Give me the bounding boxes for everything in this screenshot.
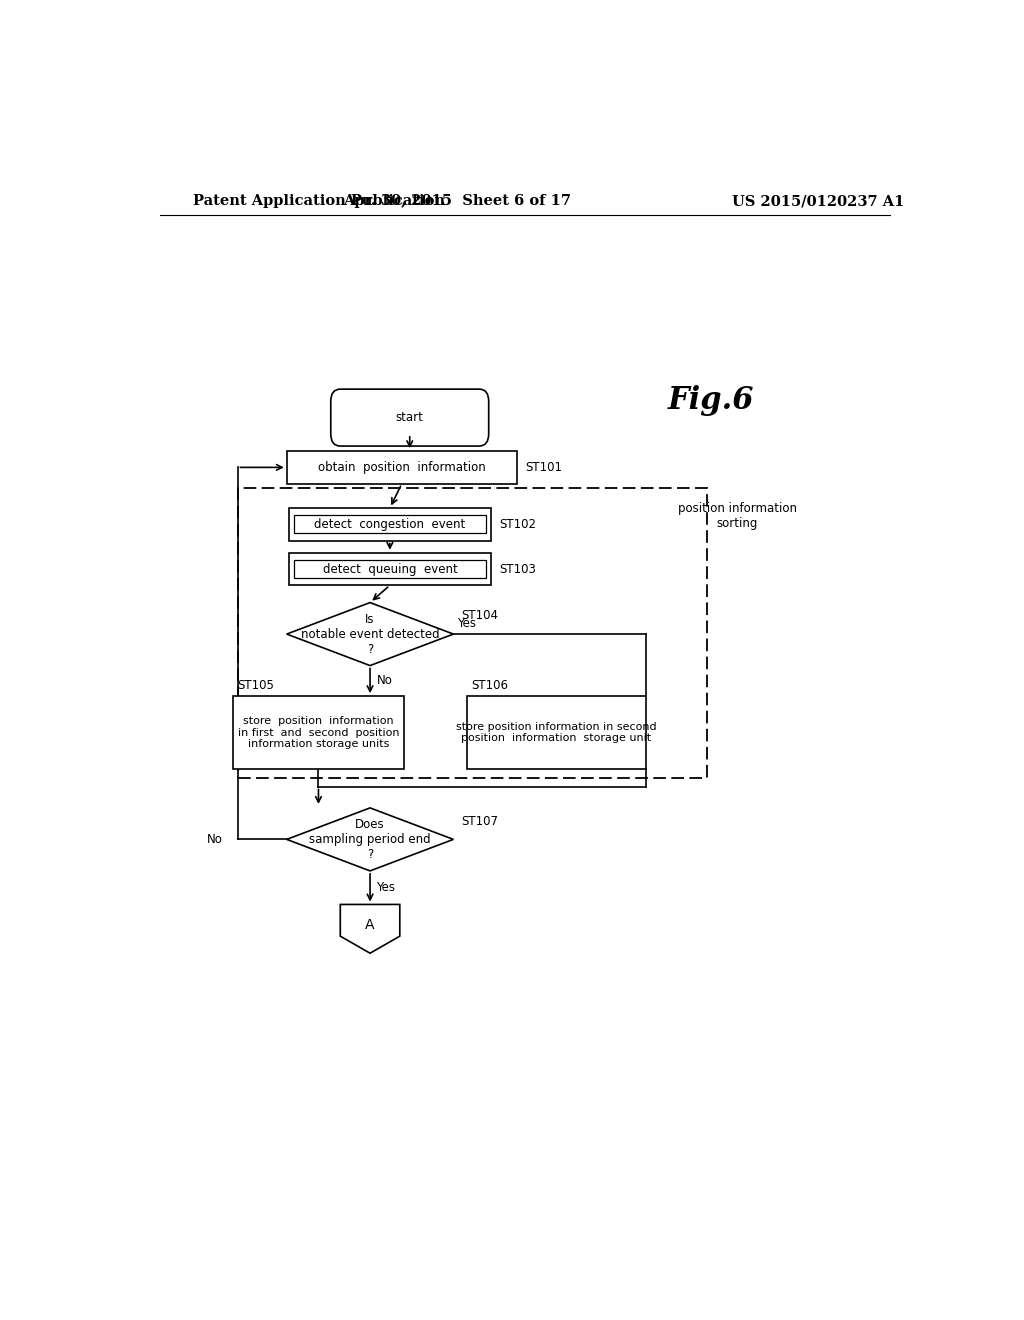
Bar [233,696,403,770]
Text: ST101: ST101 [524,461,562,474]
Text: ST103: ST103 [499,562,536,576]
Text: Fig.6: Fig.6 [668,385,755,416]
Text: Does
sampling period end
?: Does sampling period end ? [309,818,431,861]
Text: Is
notable event detected
?: Is notable event detected ? [301,612,439,656]
Bar [294,560,485,578]
FancyBboxPatch shape [331,389,488,446]
Text: ST105: ST105 [238,680,274,693]
Text: detect  congestion  event: detect congestion event [314,517,466,531]
Text: store position information in second
position  information  storage unit: store position information in second pos… [457,722,656,743]
Text: No: No [377,675,392,688]
Text: ST104: ST104 [461,610,499,622]
Bar [294,515,485,533]
Text: detect  queuing  event: detect queuing event [323,562,458,576]
Text: ST107: ST107 [461,814,499,828]
Bar [238,487,708,779]
Text: No: No [207,833,223,846]
Text: ST106: ST106 [471,680,508,693]
Polygon shape [287,602,454,665]
Text: Patent Application Publication: Patent Application Publication [194,194,445,209]
Text: US 2015/0120237 A1: US 2015/0120237 A1 [732,194,904,209]
Text: Yes: Yes [377,882,395,894]
Text: ST102: ST102 [499,517,536,531]
Text: obtain  position  information: obtain position information [317,461,485,474]
Text: store  position  information
in first  and  second  position
information storage: store position information in first and … [238,715,399,750]
Text: start: start [396,411,424,424]
Text: A: A [366,917,375,932]
Text: Apr. 30, 2015  Sheet 6 of 17: Apr. 30, 2015 Sheet 6 of 17 [343,194,571,209]
Bar [287,451,517,483]
Bar [289,553,492,585]
Polygon shape [340,904,399,953]
Bar [467,696,646,770]
Text: Yes: Yes [458,618,476,631]
Polygon shape [287,808,454,871]
Text: position information
sorting: position information sorting [678,502,797,529]
Bar [289,508,492,541]
